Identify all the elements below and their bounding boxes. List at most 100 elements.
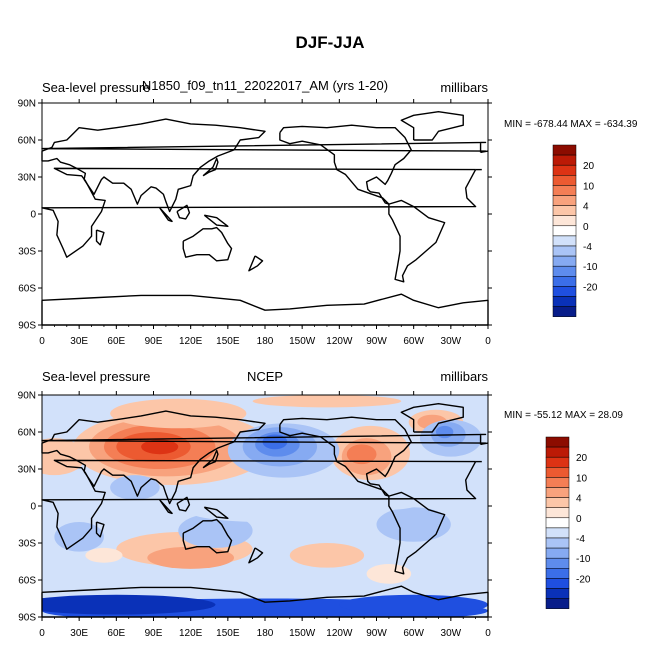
panel-2-xtick-label: 90E bbox=[145, 628, 163, 639]
panel-1-colorbar-swatch bbox=[552, 245, 577, 257]
panel-1-colorbar-label: 0 bbox=[583, 222, 589, 233]
panel-2-coastline bbox=[41, 410, 266, 505]
panel-2-coastline bbox=[202, 449, 219, 469]
panel-2-xtick-label: 0 bbox=[39, 628, 45, 639]
panel-2-xtick-label: 120W bbox=[326, 628, 353, 639]
panel-2-min-max: MIN = -55.12 MAX = 28.09 bbox=[504, 410, 623, 421]
panel-1-colorbar-swatch bbox=[552, 265, 577, 277]
panel-1-plot-area bbox=[42, 103, 488, 325]
panel-2-contour-region bbox=[339, 594, 488, 615]
panel-1-colorbar-swatch bbox=[552, 255, 577, 267]
panel-2-xtick-label: 0 bbox=[485, 628, 491, 639]
panel-2-colorbar-swatch bbox=[545, 568, 570, 579]
panel-1-coastline bbox=[388, 199, 446, 283]
panel-1-xtick-label: 90E bbox=[145, 336, 163, 347]
panel-2-colorbar-label: -10 bbox=[576, 554, 591, 565]
panel-1-colorbar-swatch bbox=[552, 235, 577, 247]
panel-1-xtick-label: 150W bbox=[289, 336, 316, 347]
panel-2-colorbar: 20 10 4 0 -4 -10 -20 bbox=[545, 436, 591, 609]
panel-1-ytick-label: 30S bbox=[18, 247, 36, 258]
panel-1-xtick-label: 30E bbox=[70, 336, 88, 347]
panel-2-colorbar-swatch bbox=[545, 446, 570, 458]
panel-1-coastline bbox=[182, 226, 233, 262]
panel-2-coastline bbox=[203, 506, 229, 520]
panel-2-coastline bbox=[279, 416, 412, 497]
panel-2-xtick-label: 30W bbox=[441, 628, 462, 639]
panel-1-ytick-label: 90S bbox=[18, 321, 36, 332]
panel-2-xtick-label: 150W bbox=[289, 628, 316, 639]
panel-1-xtick-label: 30W bbox=[441, 336, 462, 347]
panel-2-xtick-label: 30E bbox=[70, 628, 88, 639]
panel-2-coastline bbox=[182, 518, 233, 554]
panel-2-colorbar-swatch bbox=[545, 436, 570, 448]
panel-1-coastline bbox=[41, 167, 477, 258]
panel-1-coastlines bbox=[41, 110, 489, 326]
panel-2-colorbar-swatch bbox=[545, 547, 570, 559]
panel-1-xtick-label: 0 bbox=[39, 336, 45, 347]
panel-2-colorbar-swatch bbox=[545, 527, 570, 539]
panel-1-ytick-label: 30N bbox=[18, 173, 36, 184]
panel-2-contour-region bbox=[54, 522, 104, 552]
panel-1-coastline bbox=[203, 214, 229, 228]
panel-1-colorbar-swatch bbox=[552, 154, 577, 166]
panel-2-ytick-label: 30N bbox=[18, 465, 36, 476]
panel-1-ytick-label: 60N bbox=[18, 136, 36, 147]
panel-2-coastline bbox=[159, 499, 173, 515]
panel-1-colorbar-swatch bbox=[552, 276, 577, 287]
panel-1-colorbar-label: -4 bbox=[583, 242, 592, 253]
panel-2-coastline bbox=[176, 496, 191, 512]
panel-2-colorbar-label: -20 bbox=[576, 574, 591, 585]
panel-2-coastline bbox=[388, 491, 446, 575]
panel-1-colorbar-swatch bbox=[552, 164, 577, 176]
panel-1-xtick-label: 90W bbox=[366, 336, 387, 347]
panel-2-ytick-label: 60N bbox=[18, 428, 36, 439]
panel-2-contour-region bbox=[42, 438, 86, 476]
panel-1-axes: 0 30E 60E 90E 120E 150E 180 150W 120W 90W 60W 30W 09… bbox=[18, 99, 492, 347]
panel-1-colorbar: 20 10 4 0 -4 -10 -20 bbox=[552, 144, 598, 317]
panel-2-colorbar-swatch bbox=[545, 598, 570, 609]
panel-2-colorbar-swatch bbox=[545, 456, 570, 468]
panel-1-ytick-label: 0 bbox=[30, 210, 36, 221]
panel-1-colorbar-swatch bbox=[552, 286, 577, 297]
panel-2-colorbar-swatch bbox=[545, 487, 570, 498]
panel-1-colorbar-label: 4 bbox=[583, 202, 589, 213]
panel-2-colorbar-label: 4 bbox=[576, 494, 582, 505]
panel-2-contour-region bbox=[85, 547, 123, 563]
panel-2-colorbar-label: 20 bbox=[576, 453, 588, 464]
panel-1-colorbar-swatch bbox=[552, 144, 577, 156]
panel-2-colorbar-swatch bbox=[545, 557, 570, 569]
panel-2-ytick-label: 0 bbox=[30, 502, 36, 513]
panel-2-xtick-label: 180 bbox=[257, 628, 274, 639]
panel-1-colorbar-label: 20 bbox=[583, 161, 595, 172]
panel-2-contour-region bbox=[141, 439, 179, 455]
panel-2-right-label: millibars bbox=[440, 369, 488, 384]
panel-2-contour-region bbox=[147, 546, 235, 569]
panel-2-colorbar-label: 0 bbox=[576, 514, 582, 525]
panel-2-colorbar-swatch bbox=[545, 497, 570, 508]
panel-1-right-label: millibars bbox=[440, 80, 488, 95]
panel-2-coastline bbox=[248, 547, 264, 564]
panel-2-coastline bbox=[400, 402, 464, 433]
panel-1-xtick-label: 150E bbox=[216, 336, 240, 347]
panel-1-coastline bbox=[202, 157, 219, 177]
panel-1-coastline bbox=[176, 204, 191, 220]
panel-2-colorbar-swatch bbox=[545, 537, 570, 549]
panel-2-contour-region bbox=[289, 543, 365, 568]
panel-2-colorbar-label: -4 bbox=[576, 534, 585, 545]
panel-1-xtick-label: 60E bbox=[107, 336, 125, 347]
panel-2-ytick-label: 90S bbox=[18, 613, 36, 624]
panel-2-colorbar-swatch bbox=[545, 578, 570, 589]
panel-1-colorbar-swatch bbox=[552, 195, 577, 206]
panel-1-colorbar-label: -10 bbox=[583, 262, 598, 273]
panel-1-coastline bbox=[279, 124, 412, 205]
panel-2-left-label: Sea-level pressure bbox=[42, 369, 150, 384]
panel-2-coastline bbox=[480, 442, 489, 446]
panel-2-contour-region bbox=[366, 563, 412, 584]
panel-1-coastline bbox=[159, 207, 173, 223]
panel-2-contour-region bbox=[346, 444, 377, 465]
panel-2-center-label: NCEP bbox=[247, 369, 283, 384]
panel-1-coastline bbox=[248, 255, 264, 272]
panel-2-ytick-label: 30S bbox=[18, 539, 36, 550]
panel-2-xtick-label: 60W bbox=[403, 628, 424, 639]
panel-2-contour-region bbox=[252, 395, 402, 408]
